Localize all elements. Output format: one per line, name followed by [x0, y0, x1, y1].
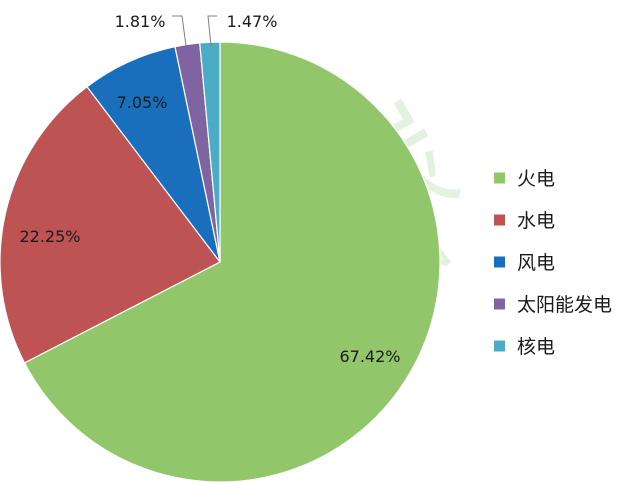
slice-0	[23, 41, 441, 482]
leader-line	[172, 15, 187, 47]
leader-lines	[172, 15, 217, 47]
legend-swatch	[494, 298, 505, 310]
legend-item: 火电	[494, 168, 555, 190]
legend-label: 风电	[517, 252, 555, 274]
slice-1	[0, 85, 221, 364]
pie-slices	[0, 41, 441, 482]
legend-swatch	[494, 214, 505, 226]
slice-data-label: 7.05%	[117, 93, 168, 112]
slice-labels: 67.42% 22.25% 7.05% 1.81% 1.47%	[19, 12, 400, 366]
legend-item: 核电	[494, 336, 555, 358]
legend-item: 太阳能发电	[494, 294, 612, 316]
legend-swatch	[494, 340, 505, 352]
legend-label: 太阳能发电	[517, 294, 612, 316]
slice-data-label: 67.42%	[339, 347, 400, 366]
slice-data-label: 22.25%	[19, 227, 80, 246]
legend-swatch	[494, 256, 505, 268]
legend-item: 水电	[494, 210, 555, 232]
legend-swatch	[494, 172, 505, 184]
slice-data-label: 1.81%	[115, 12, 166, 31]
leader-line	[207, 15, 217, 47]
slice-4	[199, 41, 221, 263]
legend-label: 水电	[517, 210, 555, 232]
legend-label: 核电	[517, 336, 555, 358]
slice-data-label: 1.47%	[227, 12, 278, 31]
legend-label: 火电	[517, 168, 555, 190]
legend-item: 风电	[494, 252, 555, 274]
